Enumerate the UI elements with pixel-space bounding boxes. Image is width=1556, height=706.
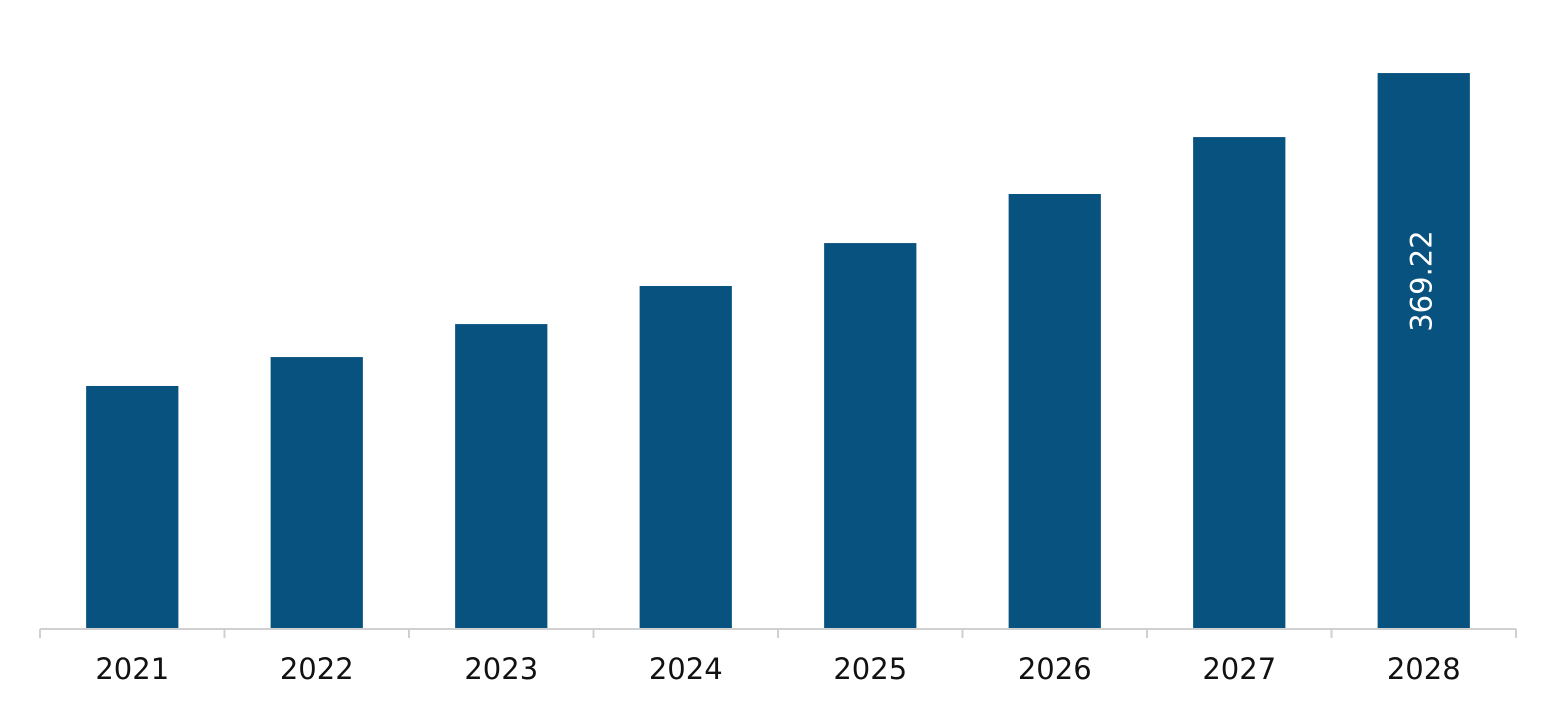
bar (1377, 73, 1470, 629)
x-tick-label: 2026 (1018, 652, 1092, 686)
bar (639, 285, 732, 629)
bar (455, 324, 548, 629)
x-tick-label: 2027 (1202, 652, 1276, 686)
x-tick-label: 2023 (464, 652, 538, 686)
bar (270, 357, 363, 629)
bar (824, 243, 917, 629)
x-tick-label: 2022 (280, 652, 354, 686)
x-tick-label: 2024 (649, 652, 723, 686)
bar (1008, 193, 1101, 629)
x-tick-label: 2028 (1387, 652, 1461, 686)
x-tick-label: 2025 (833, 652, 907, 686)
bar (86, 385, 179, 629)
x-tick-label: 2021 (95, 652, 169, 686)
value-label: 369.22 (1405, 230, 1439, 331)
bar (1193, 137, 1286, 629)
